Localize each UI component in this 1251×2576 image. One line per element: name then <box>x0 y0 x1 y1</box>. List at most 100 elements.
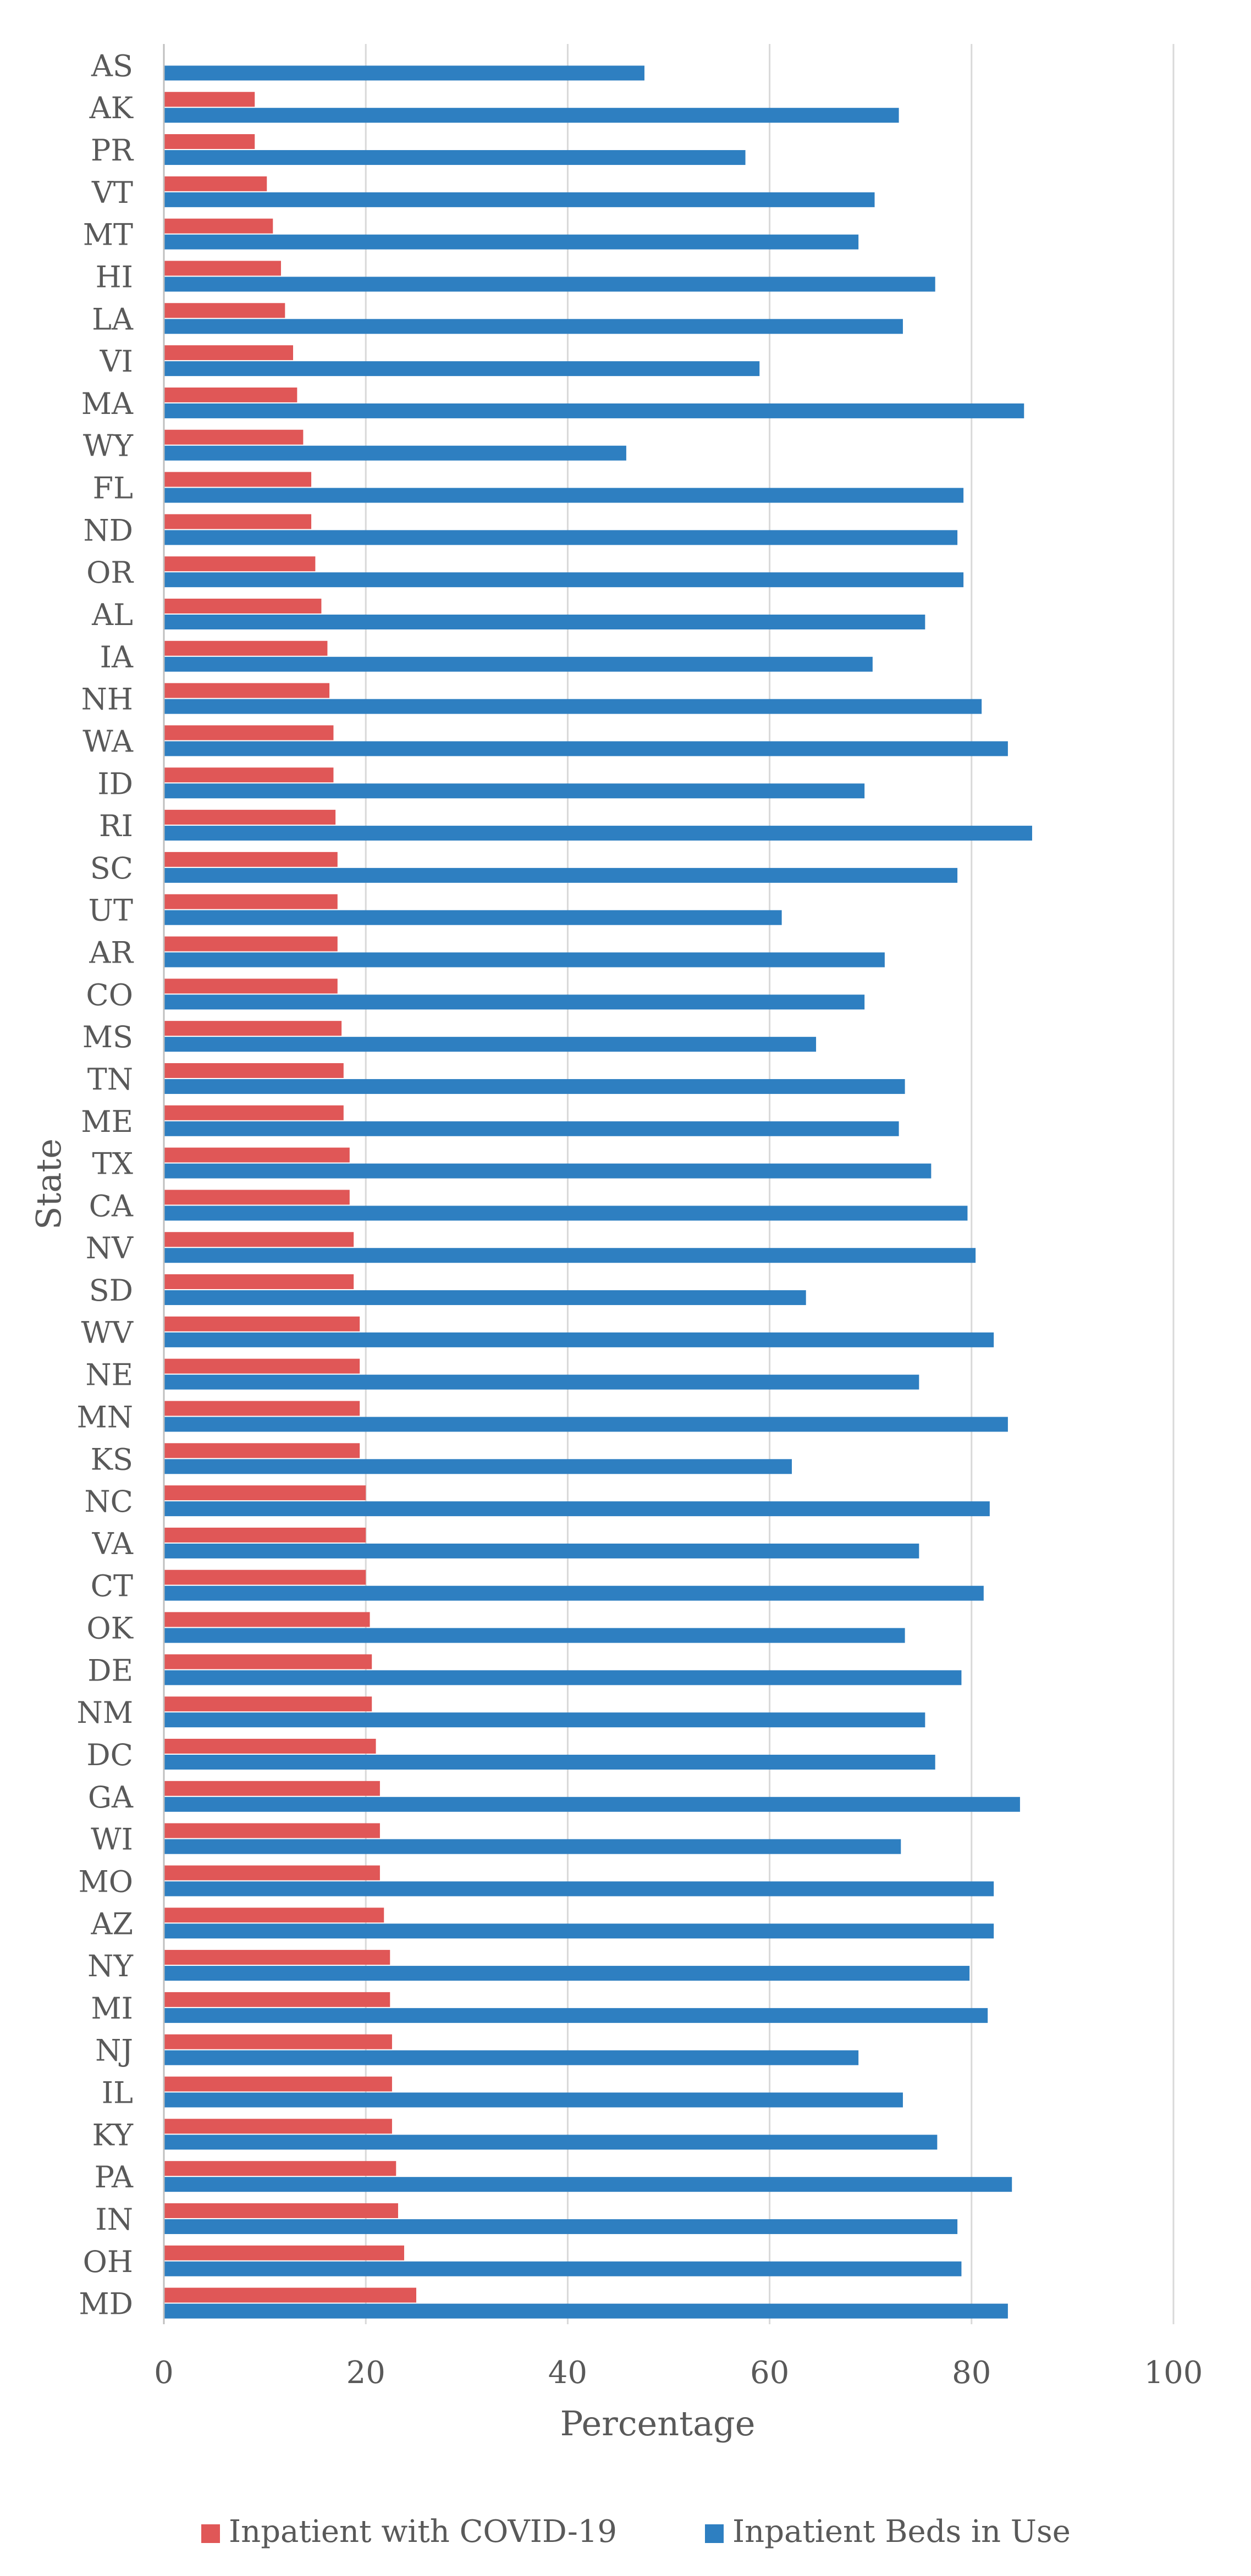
bar-covid-nc <box>164 1485 366 1501</box>
bar-beds-ky <box>164 2135 938 2150</box>
grid-lines <box>365 44 1175 2324</box>
bar-beds-dc <box>164 1755 935 1770</box>
bar-covid-tn <box>164 1063 344 1078</box>
bar-covid-ne <box>164 1358 360 1374</box>
y-tick-label: NV <box>86 1231 134 1265</box>
bar-beds-mi <box>164 2008 988 2023</box>
bar-beds-va <box>164 1543 919 1558</box>
y-tick-label: CT <box>91 1569 133 1604</box>
x-tick-label: 0 <box>154 2355 174 2391</box>
bar-beds-tx <box>164 1163 932 1179</box>
y-tick-label: WY <box>83 429 134 463</box>
legend-label: Inpatient with COVID-19 <box>229 2514 617 2550</box>
bar-covid-wy <box>164 429 304 445</box>
bar-beds-or <box>164 572 964 588</box>
y-tick-label: HI <box>96 259 133 294</box>
bar-covid-md <box>164 2287 416 2303</box>
bar-beds-nv <box>164 1248 976 1263</box>
bar-beds-id <box>164 783 865 799</box>
y-tick-label: WI <box>91 1822 133 1857</box>
y-tick-label: SD <box>89 1273 133 1308</box>
legend: Inpatient with COVID-19 Inpatient Beds in… <box>201 2514 1071 2550</box>
bar-covid-mi <box>164 1992 390 2007</box>
bar-beds-ne <box>164 1374 919 1390</box>
y-tick-label: KS <box>91 1442 133 1477</box>
y-tick-label: NC <box>84 1484 133 1519</box>
bar-covid-ny <box>164 1950 390 1965</box>
bar-covid-ga <box>164 1781 380 1796</box>
bar-covid-va <box>164 1527 366 1543</box>
y-tick-label: MN <box>76 1400 133 1434</box>
y-tick-label: TX <box>92 1147 134 1181</box>
y-tick-label: AR <box>89 936 134 970</box>
bar-beds-nc <box>164 1501 990 1517</box>
y-tick-label: NE <box>85 1358 133 1392</box>
bar-beds-in <box>164 2219 958 2234</box>
axes: 0 20 40 60 80 100 AS AK PR VT MT HI LA VI MA WY FL ND OR AL… <box>76 44 1203 2391</box>
bars <box>164 65 1032 2319</box>
y-axis-title: State <box>29 1138 69 1230</box>
y-tick-label: LA <box>92 302 134 336</box>
bar-covid-nm <box>164 1696 372 1712</box>
bar-covid-il <box>164 2076 392 2092</box>
y-tick-label: OR <box>86 555 134 590</box>
bar-covid-ia <box>164 640 328 656</box>
bar-beds-ar <box>164 952 885 968</box>
bar-beds-il <box>164 2092 903 2108</box>
bar-beds-wy <box>164 445 626 461</box>
y-tick-label: VT <box>91 175 133 210</box>
bar-covid-mo <box>164 1865 380 1881</box>
bar-beds-mn <box>164 1417 1008 1432</box>
bar-covid-mn <box>164 1401 360 1416</box>
y-tick-label: NY <box>87 1949 134 1983</box>
bar-covid-id <box>164 767 334 783</box>
bar-beds-mo <box>164 1881 994 1897</box>
y-tick-label: NM <box>76 1695 133 1730</box>
bar-covid-wi <box>164 1823 380 1838</box>
x-tick-label: 60 <box>750 2355 789 2391</box>
bar-covid-ca <box>164 1190 350 1205</box>
y-tick-label: VA <box>92 1527 134 1561</box>
bar-beds-nh <box>164 699 982 714</box>
bar-beds-ok <box>164 1628 905 1643</box>
bar-covid-sc <box>164 852 338 867</box>
y-tick-label: TN <box>87 1062 133 1097</box>
bar-covid-sd <box>164 1274 354 1290</box>
y-tick-label: KY <box>92 2118 134 2152</box>
x-tick-label: 100 <box>1144 2355 1203 2391</box>
x-axis-title: Percentage <box>560 2403 756 2444</box>
bar-covid-dc <box>164 1739 376 1754</box>
bar-covid-co <box>164 979 338 994</box>
bar-covid-az <box>164 1908 384 1923</box>
legend-label: Inpatient Beds in Use <box>732 2514 1071 2550</box>
y-tick-label: OK <box>86 1611 134 1646</box>
bar-beds-ca <box>164 1206 968 1221</box>
bar-covid-mt <box>164 218 273 234</box>
x-tick-label: 20 <box>346 2355 385 2391</box>
bar-beds-pa <box>164 2177 1012 2192</box>
bar-beds-md <box>164 2303 1008 2319</box>
y-tick-label: AZ <box>90 1906 133 1941</box>
y-tick-label: MI <box>91 1991 133 2026</box>
bar-covid-de <box>164 1654 372 1670</box>
y-tick-label: VI <box>100 344 133 379</box>
bar-covid-ar <box>164 936 338 952</box>
bar-beds-ut <box>164 910 782 925</box>
bar-beds-ct <box>164 1585 984 1601</box>
bar-covid-ky <box>164 2119 392 2134</box>
y-tick-label: WA <box>82 724 134 759</box>
bar-beds-vt <box>164 192 875 207</box>
bar-covid-vi <box>164 345 294 361</box>
y-tick-label: MD <box>79 2287 133 2321</box>
bar-beds-sc <box>164 867 958 883</box>
y-tick-label: FL <box>93 471 133 506</box>
x-tick-label: 40 <box>548 2355 587 2391</box>
bar-beds-ms <box>164 1037 817 1052</box>
y-tick-label: WV <box>81 1315 134 1350</box>
y-tick-label: MT <box>83 218 133 252</box>
bar-beds-oh <box>164 2261 962 2276</box>
bar-beds-pr <box>164 150 746 165</box>
bar-beds-nj <box>164 2050 859 2065</box>
bar-beds-me <box>164 1121 899 1136</box>
